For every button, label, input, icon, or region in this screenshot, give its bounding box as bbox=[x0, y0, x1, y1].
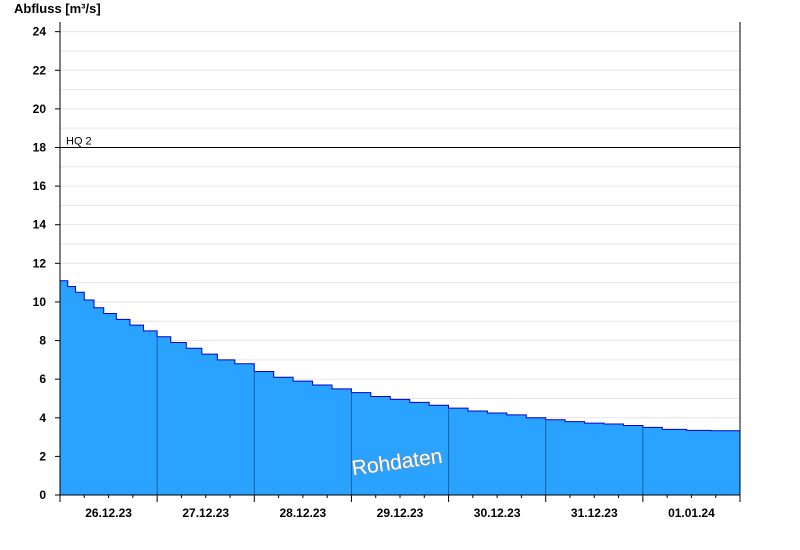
discharge-area bbox=[60, 280, 740, 495]
hq2-label: HQ 2 bbox=[66, 135, 92, 147]
y-tick-label: 20 bbox=[33, 102, 47, 116]
y-tick-label: 4 bbox=[39, 411, 46, 425]
x-tick-label: 26.12.23 bbox=[85, 506, 132, 520]
x-tick-label: 28.12.23 bbox=[279, 506, 326, 520]
x-tick-label: 31.12.23 bbox=[571, 506, 618, 520]
y-tick-label: 2 bbox=[39, 449, 46, 463]
reference-line-layer: HQ 2 bbox=[60, 135, 740, 148]
x-tick-label: 01.01.24 bbox=[668, 506, 715, 520]
y-tick-label: 14 bbox=[33, 218, 47, 232]
y-tick-label: 8 bbox=[39, 334, 46, 348]
x-tick-labels: 26.12.23 27.12.23 28.12.23 29.12.23 30.12.23… bbox=[85, 506, 715, 520]
discharge-line bbox=[60, 280, 740, 432]
x-tick-label: 27.12.23 bbox=[182, 506, 229, 520]
y-tick-label: 10 bbox=[33, 295, 47, 309]
y-tick-label: 0 bbox=[39, 488, 46, 502]
y-tick-label: 18 bbox=[33, 140, 47, 154]
y-tick-label: 24 bbox=[33, 25, 47, 39]
day-separator-layer bbox=[156, 336, 644, 495]
y-tick-label: 12 bbox=[33, 256, 47, 270]
x-tick-label: 30.12.23 bbox=[474, 506, 521, 520]
y-axis-label: Abfluss [m³/s] bbox=[14, 1, 101, 16]
x-tick-label: 29.12.23 bbox=[377, 506, 424, 520]
area-layer bbox=[60, 280, 740, 495]
y-tick-label: 16 bbox=[33, 179, 47, 193]
axis-layer bbox=[55, 22, 741, 502]
y-tick-label: 6 bbox=[39, 372, 46, 386]
y-tick-label: 22 bbox=[33, 63, 47, 77]
